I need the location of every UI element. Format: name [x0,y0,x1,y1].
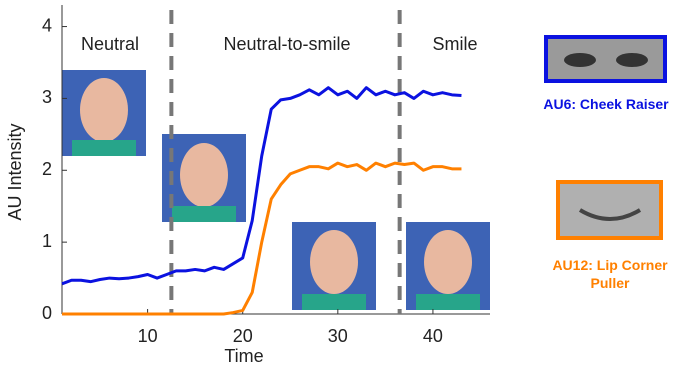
phase-label: Neutral [81,34,139,54]
legend-label: AU6: Cheek Raiser [543,96,669,112]
x-tick-label: 10 [138,326,158,346]
series-line [62,161,462,316]
x-tick-label: 40 [423,326,443,346]
x-axis-label: Time [224,346,263,366]
y-tick-label: 1 [42,231,52,251]
legend-label: AU12: Lip Corner Puller [552,257,668,291]
phase-label: Neutral-to-smile [223,34,350,54]
x-tick-label: 30 [328,326,348,346]
y-axis-label: AU Intensity [5,123,25,220]
y-tick-label: 3 [42,87,52,107]
phase-label: Smile [432,34,477,54]
au-crops [544,35,667,240]
face-thumbnails [62,70,490,310]
y-tick-label: 2 [42,159,52,179]
x-tick-label: 20 [233,326,253,346]
y-tick-label: 4 [42,15,52,35]
series-line [61,86,462,286]
y-tick-label: 0 [42,303,52,323]
